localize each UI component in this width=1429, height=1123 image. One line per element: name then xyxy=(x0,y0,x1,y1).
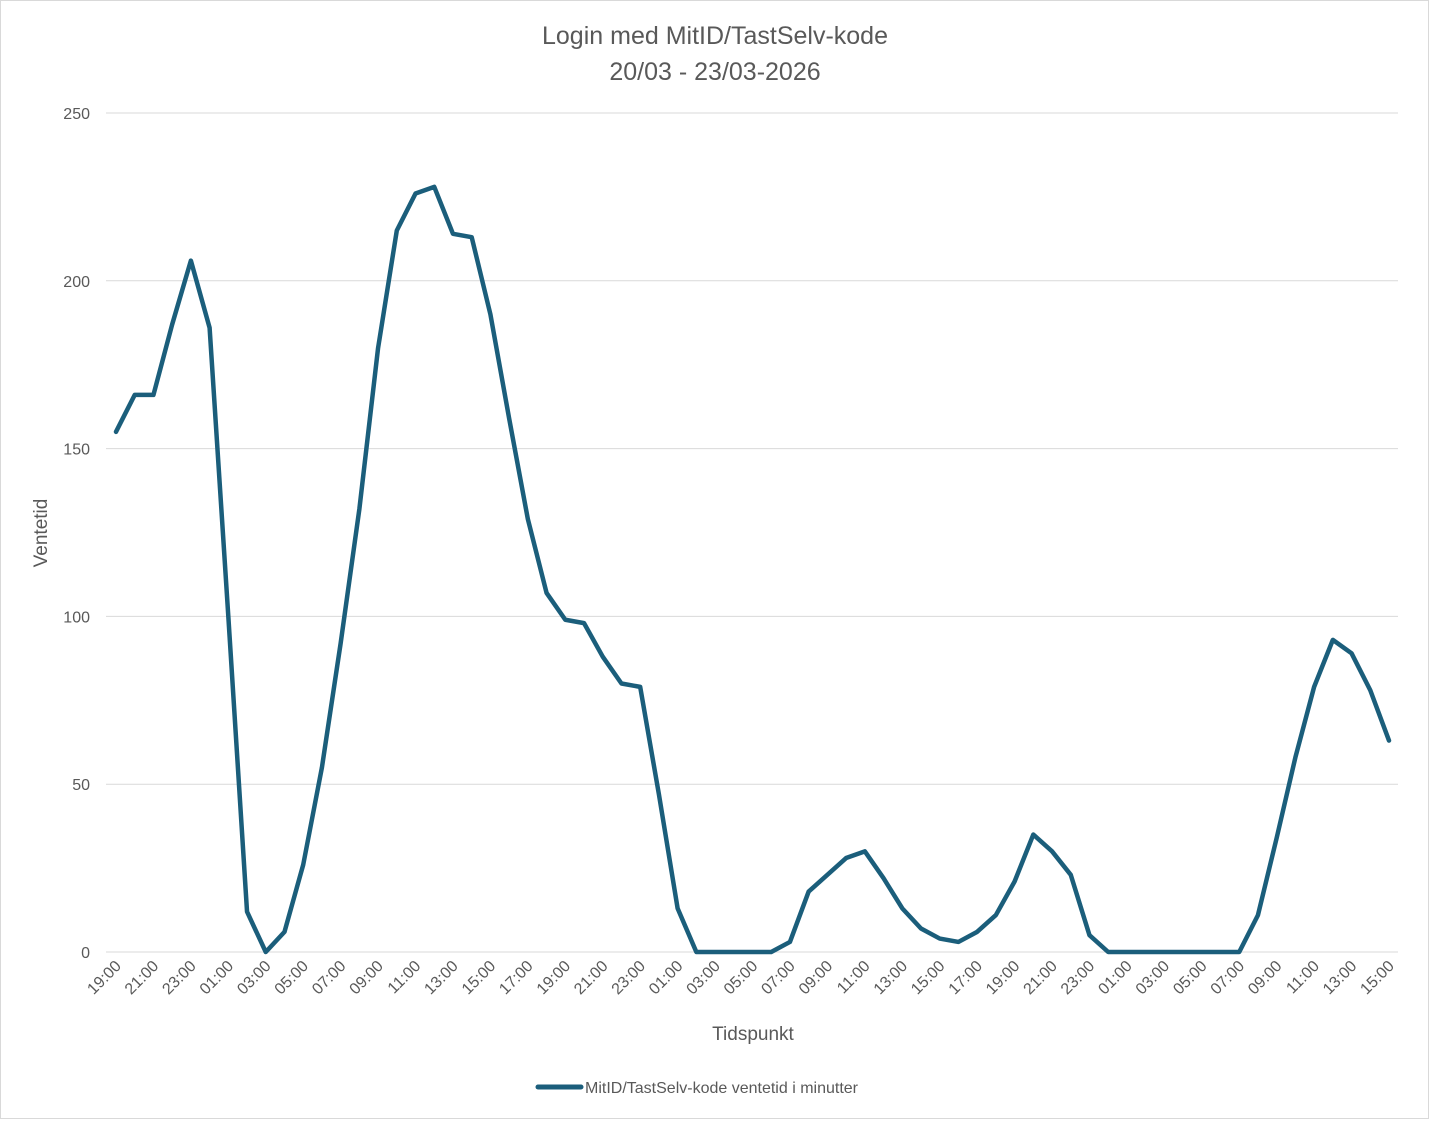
x-tick-label: 01:00 xyxy=(197,958,237,998)
y-tick-label: 200 xyxy=(63,274,90,291)
y-axis-ticks: 0 50 100 150 200 250 xyxy=(63,106,90,962)
x-tick-label: 23:00 xyxy=(609,958,649,998)
x-tick-label: 15:00 xyxy=(459,958,499,998)
y-tick-label: 100 xyxy=(63,609,90,626)
x-tick-label: 01:00 xyxy=(646,958,686,998)
x-tick-label: 11:00 xyxy=(1283,958,1323,998)
series-line xyxy=(113,184,1392,955)
gridlines xyxy=(106,112,1398,953)
x-tick-label: 15:00 xyxy=(908,958,948,998)
x-tick-label: 01:00 xyxy=(1095,958,1135,998)
x-tick-label: 21:00 xyxy=(1021,958,1061,998)
x-tick-label: 21:00 xyxy=(571,958,611,998)
x-tick-label: 05:00 xyxy=(721,958,761,998)
y-axis-label: Ventetid xyxy=(31,499,52,568)
x-tick-label: 03:00 xyxy=(234,958,274,998)
x-tick-label: 05:00 xyxy=(1170,958,1210,998)
x-tick-label: 19:00 xyxy=(983,958,1023,998)
chart-subtitle: 20/03 - 23/03-2026 xyxy=(609,58,820,86)
x-tick-label: 07:00 xyxy=(1208,958,1248,998)
x-tick-label: 07:00 xyxy=(758,958,798,998)
x-tick-label: 07:00 xyxy=(309,958,349,998)
x-tick-label: 23:00 xyxy=(1058,958,1098,998)
x-tick-label: 13:00 xyxy=(871,958,911,998)
x-tick-label: 03:00 xyxy=(1133,958,1173,998)
x-tick-label: 21:00 xyxy=(122,958,162,998)
x-tick-label: 19:00 xyxy=(534,958,574,998)
legend: MitID/TastSelv-kode ventetid i minutter xyxy=(535,1080,859,1097)
chart-title: Login med MitID/TastSelv-kode xyxy=(542,22,888,50)
x-tick-label: 11:00 xyxy=(834,958,874,998)
y-tick-label: 50 xyxy=(72,777,90,794)
x-tick-label: 09:00 xyxy=(1245,958,1285,998)
x-tick-label: 17:00 xyxy=(946,958,986,998)
legend-entry: MitID/TastSelv-kode ventetid i minutter xyxy=(585,1080,859,1097)
series-lines xyxy=(113,184,1392,955)
y-tick-label: 150 xyxy=(63,442,90,459)
y-tick-label: 250 xyxy=(63,106,90,123)
x-tick-label: 11:00 xyxy=(385,958,425,998)
x-tick-label: 03:00 xyxy=(684,958,724,998)
x-tick-label: 09:00 xyxy=(796,958,836,998)
x-axis-ticks: 19:0021:0023:0001:0003:0005:0007:0009:00… xyxy=(84,958,1397,998)
x-tick-label: 15:00 xyxy=(1357,958,1397,998)
x-axis-label: Tidspunkt xyxy=(712,1024,794,1045)
x-tick-label: 17:00 xyxy=(496,958,536,998)
x-tick-label: 09:00 xyxy=(347,958,387,998)
x-tick-label: 05:00 xyxy=(272,958,312,998)
x-tick-label: 13:00 xyxy=(1320,958,1360,998)
x-tick-label: 13:00 xyxy=(421,958,461,998)
x-tick-label: 23:00 xyxy=(159,958,199,998)
y-tick-label: 0 xyxy=(81,945,90,962)
x-tick-label: 19:00 xyxy=(84,958,124,998)
